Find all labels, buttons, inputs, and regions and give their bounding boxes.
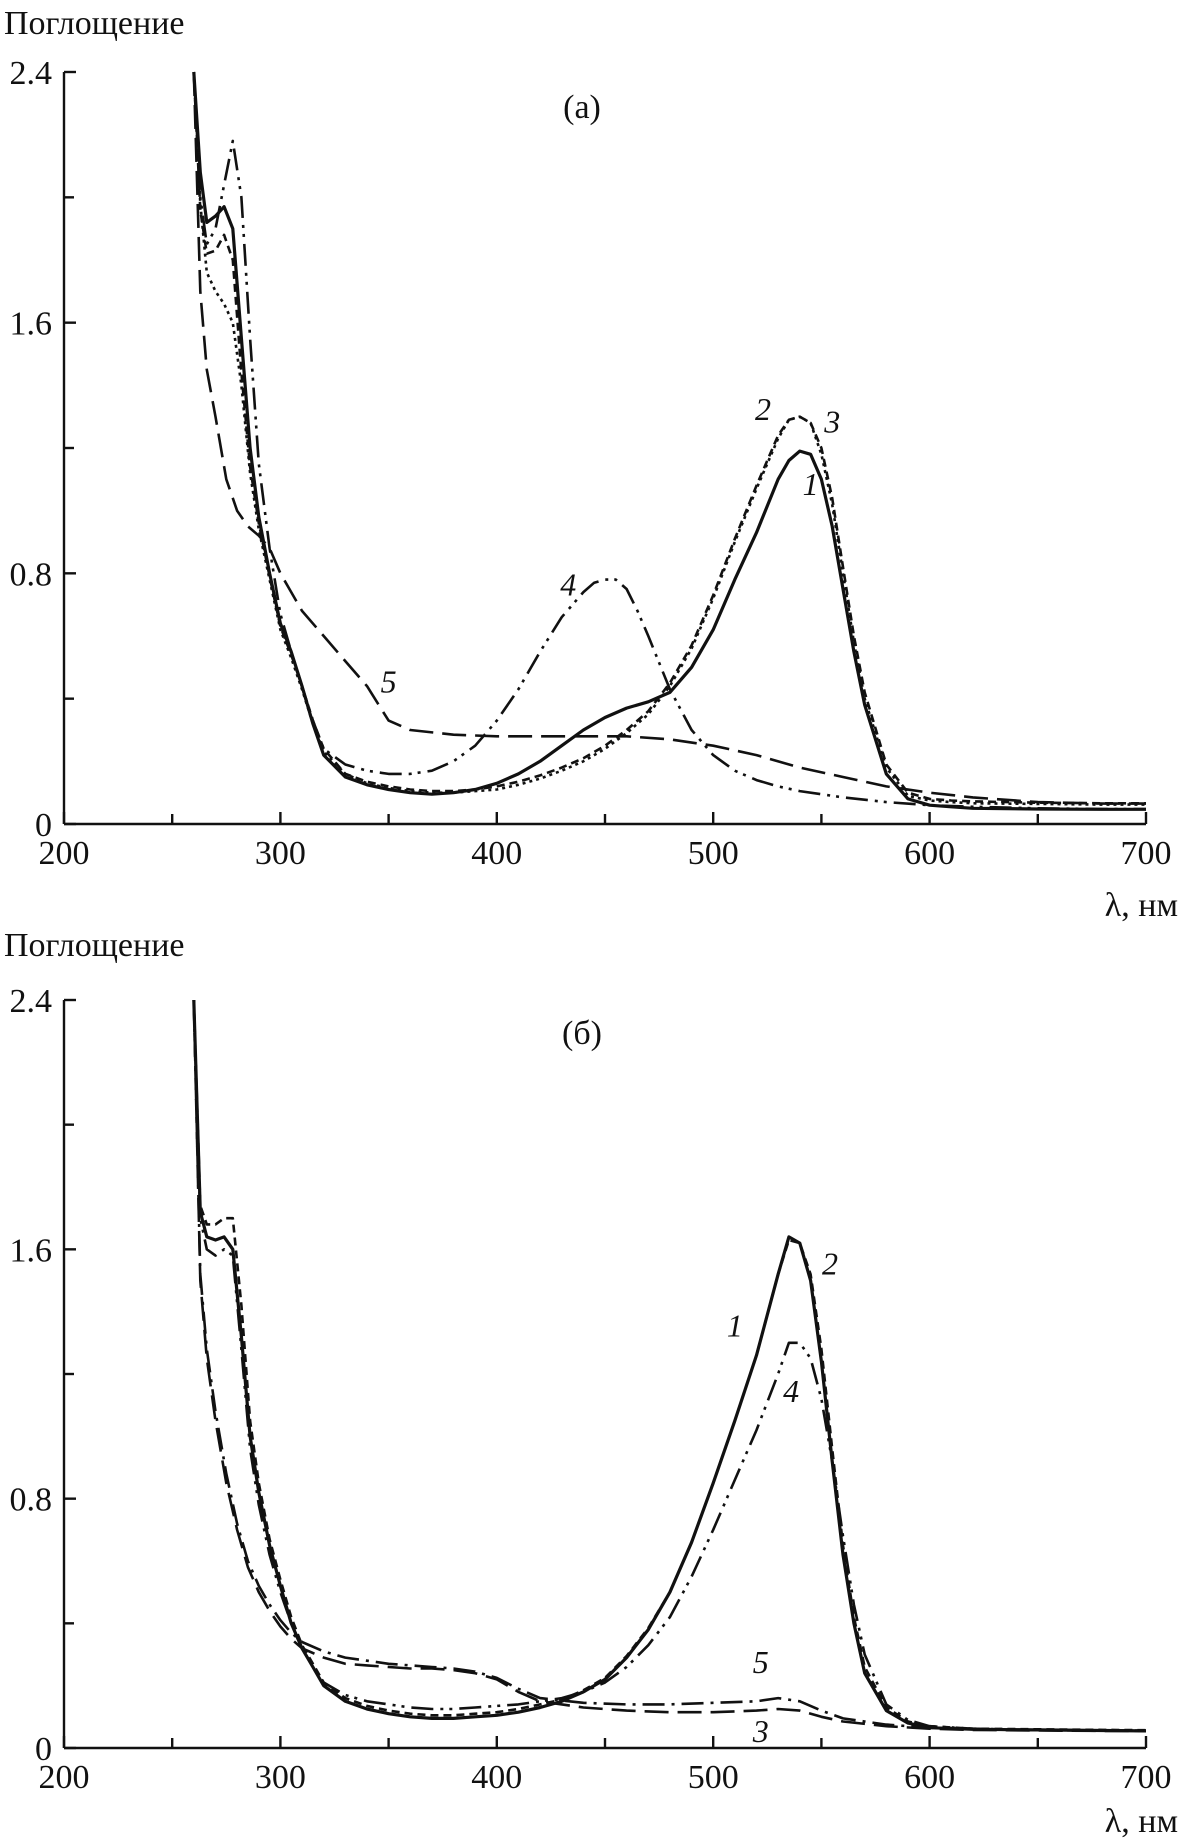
x-tick-label: 300 xyxy=(255,835,306,872)
y-tick-label: 0 xyxy=(35,807,52,844)
x-tick-label: 400 xyxy=(471,835,522,872)
x-tick-label: 500 xyxy=(688,835,739,872)
series-label-2: 2 xyxy=(822,1245,838,1281)
series-label-layer: 1 2 3 4 5 xyxy=(727,1245,838,1749)
x-tick-label: 300 xyxy=(255,1759,306,1796)
series-line-1 xyxy=(192,999,1147,1733)
series-line-5 xyxy=(192,999,1146,1732)
x-tick-label: 200 xyxy=(39,835,90,872)
x-tick-label: 400 xyxy=(471,1759,522,1796)
x-tick-label: 500 xyxy=(688,1759,739,1796)
series-label-3: 3 xyxy=(823,403,840,439)
y-tick-label: 0 xyxy=(35,1731,52,1768)
series-label-1: 1 xyxy=(803,466,819,502)
series-layer xyxy=(192,999,1147,1733)
x-tick-label: 700 xyxy=(1121,1759,1172,1796)
series-label-4: 4 xyxy=(783,1373,799,1409)
x-axis-title: λ, нм xyxy=(1105,887,1178,924)
series-label-5: 5 xyxy=(381,663,397,699)
y-tick-label: 1.6 xyxy=(10,1232,53,1269)
series-label-5: 5 xyxy=(753,1644,769,1680)
series-line-5 xyxy=(192,71,1146,805)
y-tick-label: 0.8 xyxy=(10,556,53,593)
series-line-4 xyxy=(192,999,1147,1733)
series-line-4 xyxy=(192,71,1146,811)
series-label-3: 3 xyxy=(752,1713,769,1749)
x-axis-title: λ, нм xyxy=(1105,1803,1178,1838)
x-tick-label: 600 xyxy=(904,1759,955,1796)
panel-label: (а) xyxy=(563,89,601,126)
series-line-2 xyxy=(192,999,1147,1732)
y-tick-label: 0.8 xyxy=(10,1482,53,1519)
x-tick-label: 700 xyxy=(1121,835,1172,872)
series-label-2: 2 xyxy=(755,391,771,427)
series-label-4: 4 xyxy=(560,566,576,602)
series-layer xyxy=(192,71,1146,811)
tick-layer: 200 300 400 500 600 700 0 0.8 1.6 2.4 xyxy=(10,983,1172,1796)
y-tick-label: 1.6 xyxy=(10,306,53,343)
x-tick-label: 200 xyxy=(39,1759,90,1796)
y-axis-title: Поглощение xyxy=(4,5,185,42)
tick-layer: 200 300 400 500 600 700 0 0.8 1.6 2.4 xyxy=(10,55,1172,872)
x-tick-label: 600 xyxy=(904,835,955,872)
series-line-3 xyxy=(192,71,1146,805)
panel-label: (б) xyxy=(562,1015,602,1052)
y-tick-label: 2.4 xyxy=(10,55,53,92)
y-tick-label: 2.4 xyxy=(10,983,53,1020)
series-line-2 xyxy=(192,71,1146,806)
series-label-1: 1 xyxy=(727,1308,743,1344)
chart-panel-a: Поглощение (а) λ, нм 200 300 400 500 600 700 0… xyxy=(4,5,1178,924)
series-line-3 xyxy=(192,999,1146,1733)
series-line-1 xyxy=(192,71,1146,811)
chart-panel-b: Поглощение (б) λ, нм 200 300 400 500 600 700 0… xyxy=(4,927,1178,1838)
y-axis-title: Поглощение xyxy=(4,927,185,964)
series-label-layer: 1 2 3 4 5 xyxy=(381,391,841,700)
